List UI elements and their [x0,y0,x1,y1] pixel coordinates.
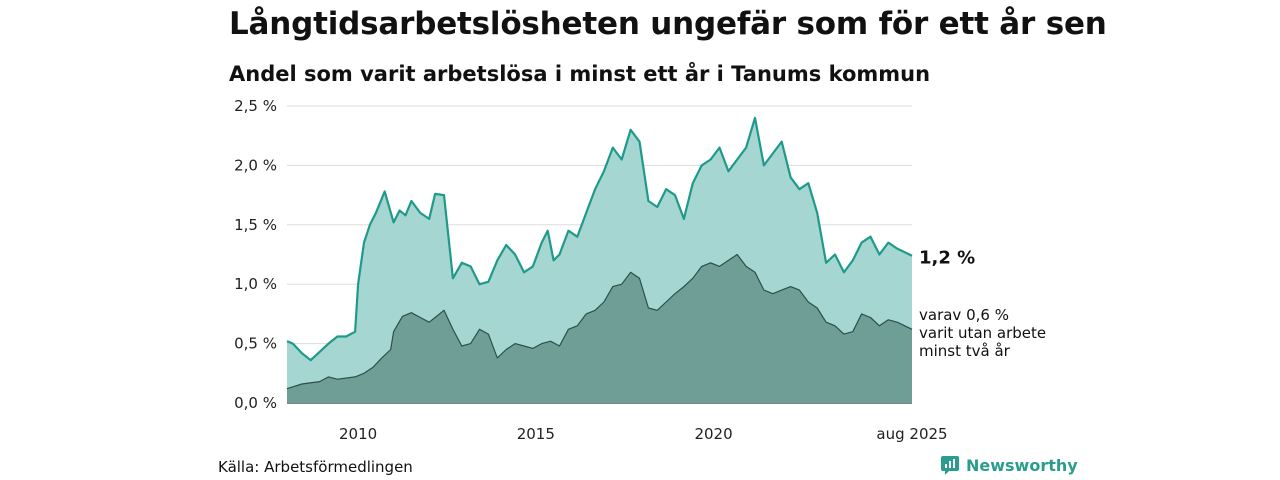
x-tick-label: aug 2025 [876,425,947,443]
x-tick-label: 2015 [517,425,555,443]
y-tick-label: 0,0 % [234,394,277,412]
sub-end-label: varit utan arbete [919,324,1046,342]
total-end-label: 1,2 % [919,248,975,269]
two-year-area [287,254,912,403]
y-tick-label: 2,5 % [234,97,277,115]
chart-title: Långtidsarbetslösheten ungefär som för e… [229,6,1107,42]
x-axis-ticks: 2010 2015 2020 aug 2025 [339,425,948,443]
y-tick-label: 0,5 % [234,335,277,353]
area-chart: 0,0 %0,5 %1,0 %1,5 %2,0 %2,5 % 2010 2015 2… [234,97,1046,443]
series-areas [286,116,913,404]
sub-end-label: minst två år [919,342,1011,360]
chart-subtitle: Andel som varit arbetslösa i minst ett å… [229,62,931,86]
y-tick-label: 2,0 % [234,156,277,174]
sub-end-label: varav 0,6 % [919,306,1009,324]
y-tick-label: 1,0 % [234,275,277,293]
source-note: Källa: Arbetsförmedlingen [218,458,413,476]
brand-logo: Newsworthy [940,455,1078,475]
x-tick-label: 2010 [339,425,377,443]
newsworthy-logo-icon [941,456,959,475]
y-tick-label: 1,5 % [234,216,277,234]
total-line [286,116,913,362]
x-tick-label: 2020 [694,425,732,443]
y-axis-ticks: 0,0 % 0,5 % 1,0 % 1,5 % 2,0 % 2,5 % [234,97,277,412]
two-year-line [286,253,913,390]
brand-name: Newsworthy [966,455,1078,475]
